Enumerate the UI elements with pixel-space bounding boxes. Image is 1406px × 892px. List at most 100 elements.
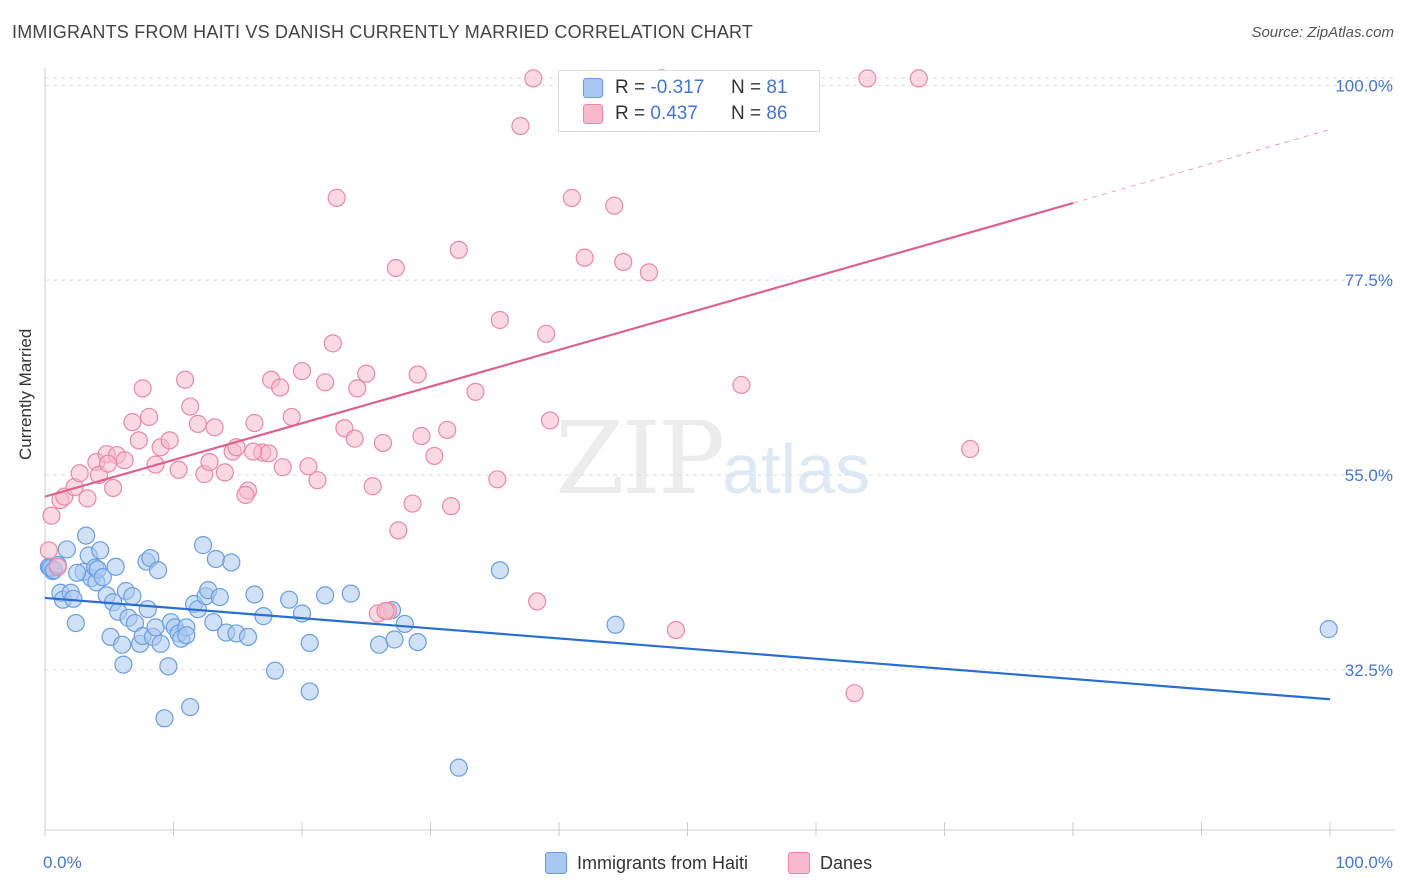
legend-swatch-danes [583,104,603,124]
point-danes [511,116,530,136]
point-haiti [112,635,132,654]
point-danes [562,188,581,207]
watermark-atlas: atlas [722,430,871,508]
watermark-zip: ZIP [555,400,725,517]
point-danes [389,521,408,540]
point-haiti [66,613,85,633]
point-danes [449,240,468,259]
point-danes [236,485,255,504]
point-danes [200,452,219,472]
y-tick-label: 77.5% [1345,271,1393,290]
point-haiti [300,682,319,701]
point-danes [205,418,224,437]
point-haiti [77,526,96,545]
legend-r-label: R = [615,77,646,98]
point-haiti [181,697,200,717]
point-danes [299,457,318,476]
point-danes [181,397,200,416]
point-danes [666,620,686,640]
y-axis-title: Currently Married [16,328,35,460]
point-haiti [151,634,170,653]
point-danes [139,407,159,427]
legend-row-danes: R = 0.437 N = 86 [583,101,787,127]
series-legend: Immigrants from Haiti Danes [545,852,872,874]
point-danes [732,375,751,395]
point-danes [575,248,594,267]
point-haiti [385,630,404,649]
point-danes [605,196,624,215]
point-danes [537,324,556,343]
point-danes [488,470,507,489]
point-haiti [177,626,196,645]
series-swatch-haiti [545,852,567,874]
point-danes [70,464,89,483]
point-haiti [106,557,125,576]
point-danes [104,478,123,498]
legend-n-label: N = [730,103,762,124]
point-danes [188,414,208,433]
point-danes [412,426,431,446]
legend-r-value: -0.317 [650,77,705,98]
point-haiti [210,587,229,607]
point-danes [909,69,928,88]
watermark: ZIPatlas [555,400,870,517]
point-danes [438,420,457,440]
y-tick-label: 32.5% [1345,661,1393,680]
legend-n-label: N = [730,77,762,98]
point-danes [98,454,118,473]
point-danes [961,439,980,459]
legend-n-value: 86 [766,103,788,124]
legend-r-value: 0.437 [650,103,698,124]
point-haiti [146,618,165,637]
series-swatch-danes [788,852,811,874]
point-danes [115,451,134,470]
point-haiti [245,585,264,604]
point-danes [308,471,327,490]
point-danes [39,541,58,560]
point-danes [466,382,485,401]
point-danes [259,444,278,463]
point-haiti [193,536,213,555]
point-danes [403,494,422,513]
point-haiti [138,600,157,619]
point-danes [323,334,342,353]
point-haiti [370,635,389,654]
chart-title: IMMIGRANTS FROM HAITI VS DANISH CURRENTL… [12,22,754,42]
point-danes [169,460,188,479]
point-danes [123,413,142,432]
point-danes [376,601,395,621]
point-danes [348,379,367,398]
point-danes [42,506,61,525]
point-haiti [91,541,110,560]
point-haiti [159,657,178,676]
point-haiti [606,615,625,634]
point-danes [160,431,179,450]
point-danes [524,69,543,88]
point-danes [271,378,290,397]
point-haiti [93,568,112,587]
legend-row-haiti: R = -0.317 N = 81 [583,75,787,101]
point-danes [48,557,67,576]
y-tick-label: 100.0% [1335,76,1393,95]
point-haiti [490,561,509,580]
point-haiti [265,661,285,680]
point-danes [845,684,864,703]
point-danes [273,458,292,477]
point-haiti [408,632,427,652]
point-haiti [280,590,299,609]
point-danes [639,263,659,282]
point-danes [175,370,195,389]
point-danes [244,442,263,461]
point-danes [357,364,376,383]
point-danes [245,413,264,433]
point-haiti [206,549,226,569]
point-haiti [1319,620,1338,639]
point-haiti [123,587,142,606]
point-danes [540,411,560,430]
legend-n-value: 81 [766,77,788,98]
point-danes [408,365,427,384]
point-danes [373,433,393,453]
point-haiti [300,633,319,653]
point-danes [292,361,312,381]
